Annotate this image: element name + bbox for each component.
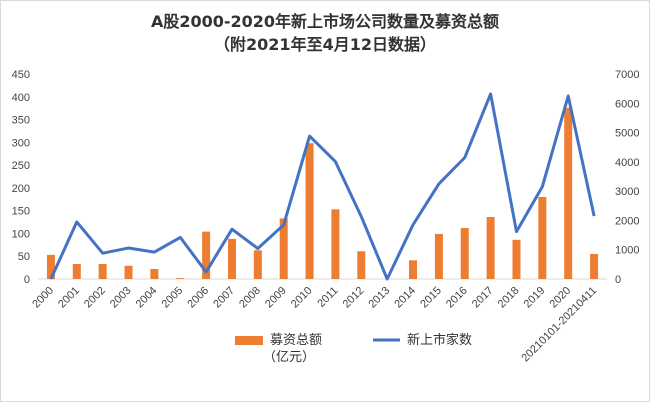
y-left-tick-label: 0 (24, 274, 30, 286)
y-left-tick-label: 350 (12, 115, 30, 127)
y-left-tick-label: 200 (12, 183, 30, 195)
legend-bar-label-unit: （亿元） (263, 350, 315, 365)
y-right-tick-label: 3000 (615, 186, 639, 198)
bar (486, 217, 495, 279)
bar (176, 278, 185, 279)
legend: 募资总额 （亿元） 新上市家数 (235, 332, 472, 365)
y-left-tick-label: 50 (18, 251, 30, 263)
y-left-tick-label: 450 (12, 69, 30, 81)
bar (357, 251, 366, 279)
bar (46, 254, 55, 279)
y-right-tick-label: 4000 (615, 157, 639, 169)
y-right-tick-label: 6000 (615, 98, 639, 110)
y-left-tick-label: 400 (12, 92, 30, 104)
bar (253, 250, 262, 279)
y-right-tick-label: 0 (615, 274, 621, 286)
chart-title-line2: （附2021年至4月12日数据） (214, 35, 436, 54)
y-right-tick-label: 5000 (615, 128, 639, 140)
bar (305, 143, 314, 279)
y-axis-right: 0 1000 2000 3000 4000 5000 6000 7000 (615, 69, 639, 286)
bar-series-fundraising (46, 107, 599, 279)
chart-title-line1: A股2000-2020年新上市场公司数量及募资总额 (151, 12, 499, 31)
y-right-tick-label: 2000 (615, 215, 639, 227)
legend-line-label: 新上市家数 (407, 332, 472, 348)
y-left-tick-label: 300 (12, 137, 30, 149)
bar (72, 263, 81, 279)
bar (331, 209, 340, 279)
bar (512, 239, 521, 279)
y-right-tick-label: 7000 (615, 69, 639, 81)
bar (98, 263, 107, 279)
bar (434, 233, 443, 279)
bar (202, 231, 211, 279)
y-right-tick-label: 1000 (615, 245, 639, 257)
bar (227, 238, 236, 279)
bar (279, 218, 288, 279)
bar (460, 227, 469, 279)
bar (409, 260, 418, 279)
legend-bar-swatch (235, 336, 263, 345)
y-left-tick-label: 150 (12, 206, 30, 218)
y-axis-left: 0 50 100 150 200 250 300 350 400 450 (12, 69, 30, 286)
bar (564, 107, 573, 279)
bar (590, 253, 599, 279)
series-line (49, 92, 596, 281)
bar (150, 268, 159, 279)
y-left-tick-label: 250 (12, 160, 30, 172)
y-left-tick-label: 100 (12, 228, 30, 240)
legend-bar-label: 募资总额 (270, 333, 322, 348)
bar (538, 197, 547, 279)
line-series-listings (49, 92, 596, 281)
bar (124, 265, 133, 279)
